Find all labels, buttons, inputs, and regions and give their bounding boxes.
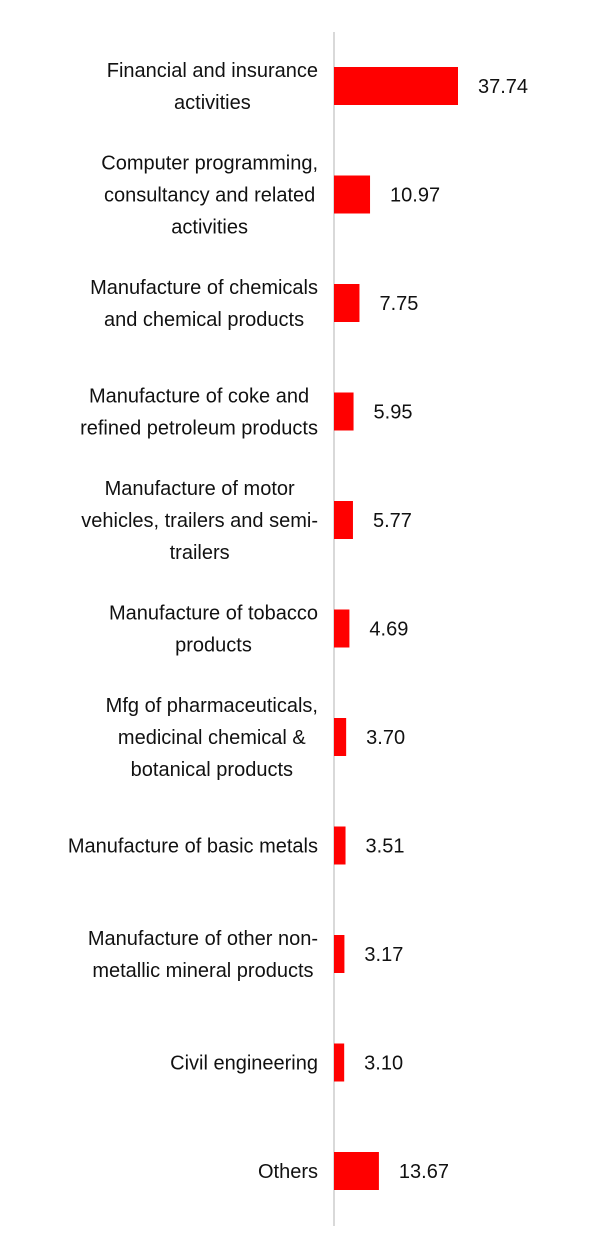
value-label-4: 5.95 [374, 402, 413, 424]
category-label-line: Civil engineering [170, 1053, 318, 1075]
category-label-line: products [175, 635, 252, 657]
category-label-line: metallic mineral products [92, 960, 313, 982]
category-label-line: Manufacture of motor [105, 478, 295, 500]
value-labels: 37.74 10.97 7.75 5.95 5.77 4.69 3.70 3.51 3.17 3.… [364, 76, 528, 1183]
bar-11 [334, 1152, 379, 1190]
category-label-2: Computer programming, consultancy and rel… [101, 153, 318, 239]
bar-3 [334, 284, 360, 322]
category-label-line: vehicles, trailers and semi- [81, 510, 318, 532]
category-label-line: medicinal chemical & [118, 727, 307, 749]
value-label-9: 3.17 [364, 944, 403, 966]
category-label-6: Manufacture of tobacco products [109, 603, 318, 657]
value-label-2: 10.97 [390, 185, 440, 207]
bar-1 [334, 67, 458, 105]
category-label-8: Manufacture of basic metals [68, 836, 318, 858]
category-label-line: activities [171, 217, 248, 239]
category-label-line: Manufacture of other non- [88, 928, 318, 950]
category-label-line: Financial and insurance [107, 60, 318, 82]
bar-10 [334, 1043, 345, 1082]
bar-6 [334, 609, 350, 648]
category-label-line: Computer programming, [101, 153, 318, 175]
bar-5 [334, 501, 353, 539]
category-label-line: botanical products [131, 759, 293, 781]
bar-4 [334, 392, 354, 431]
category-label-5: Manufacture of motor vehicles, trailers a… [81, 478, 318, 564]
value-label-6: 4.69 [369, 619, 408, 641]
category-label-line: Mfg of pharmaceuticals, [106, 695, 318, 717]
category-label-11: Others [258, 1161, 318, 1183]
bars [334, 67, 458, 1190]
value-label-5: 5.77 [373, 510, 412, 532]
value-label-11: 13.67 [399, 1161, 449, 1183]
category-label-line: activities [174, 92, 251, 114]
category-labels: Financial and insurance activitiesCompute… [68, 60, 318, 1183]
bar-9 [334, 935, 345, 973]
value-label-7: 3.70 [366, 727, 405, 749]
bar-2 [334, 175, 371, 214]
category-label-line: and chemical products [104, 309, 304, 331]
value-label-1: 37.74 [478, 76, 528, 98]
category-label-10: Civil engineering [170, 1053, 318, 1075]
category-label-line: Manufacture of basic metals [68, 836, 318, 858]
category-label-3: Manufacture of chemicals and chemical pro… [90, 277, 318, 331]
category-label-line: Manufacture of coke and [89, 386, 309, 408]
category-label-line: Manufacture of chemicals [90, 277, 318, 299]
category-label-line: Manufacture of tobacco [109, 603, 318, 625]
category-label-line: Others [258, 1161, 318, 1183]
category-label-line: refined petroleum products [80, 418, 318, 440]
category-label-7: Mfg of pharmaceuticals, medicinal chemica… [106, 695, 318, 781]
category-label-1: Financial and insurance activities [107, 60, 318, 114]
bar-7 [334, 718, 347, 756]
category-label-4: Manufacture of coke and refined petroleum… [80, 386, 318, 440]
category-label-9: Manufacture of other non-metallic minera… [88, 928, 318, 982]
value-label-8: 3.51 [366, 836, 405, 858]
bar-8 [334, 826, 346, 865]
value-label-3: 7.75 [379, 293, 418, 315]
value-label-10: 3.10 [364, 1053, 403, 1075]
category-label-line: trailers [170, 542, 230, 564]
category-label-line: consultancy and related [104, 185, 315, 207]
